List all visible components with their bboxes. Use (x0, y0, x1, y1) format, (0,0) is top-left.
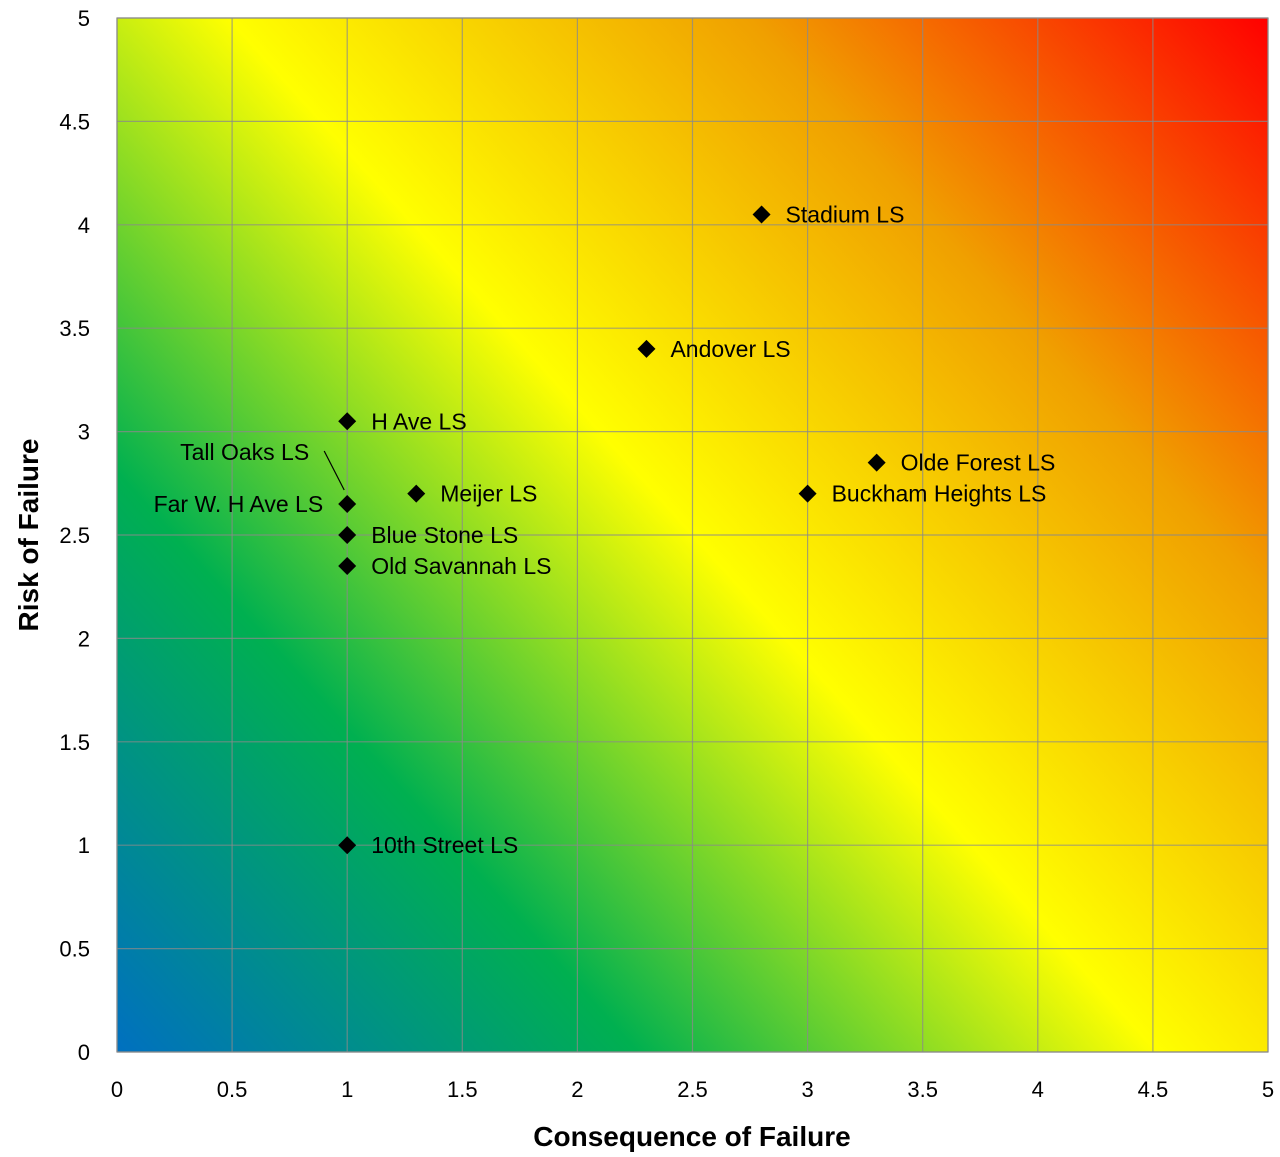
point-label-buckham-heights-ls: Buckham Heights LS (832, 481, 1047, 507)
leader-line-tall-oaks-ls (323, 450, 345, 491)
data-point-stadium-ls (752, 205, 771, 224)
point-label-stadium-ls: Stadium LS (786, 201, 905, 227)
point-label-old-savannah-ls: Old Savannah LS (371, 553, 551, 579)
x-tick-label: 4 (1032, 1077, 1044, 1102)
y-tick-label: 2.5 (59, 523, 90, 548)
x-tick-label: 2.5 (677, 1077, 708, 1102)
data-points (338, 205, 886, 855)
data-point-10th-street-ls (338, 836, 357, 855)
y-tick-label: 3.5 (59, 316, 90, 341)
y-tick-label: 0.5 (59, 937, 90, 962)
data-point-andover-ls (637, 339, 656, 358)
data-point-meijer-ls (407, 484, 426, 503)
x-tick-label: 3.5 (907, 1077, 938, 1102)
point-label-olde-forest-ls: Olde Forest LS (901, 450, 1056, 476)
tick-labels: 0 0.5 1 1.5 2 2.5 3 3.5 4 4.5 5 0 0.5 1 1.5 2 2.5 3 3.5 4 4.… (59, 6, 1274, 1102)
y-tick-label: 1 (78, 833, 90, 858)
data-point-h-ave-ls (338, 412, 357, 431)
gridlines (116, 17, 1269, 1053)
x-tick-label: 4.5 (1138, 1077, 1169, 1102)
point-label-blue-stone-ls: Blue Stone LS (371, 522, 518, 548)
plot-area-border (116, 17, 1269, 1053)
data-point-buckham-heights-ls (798, 484, 817, 503)
y-tick-label: 2 (78, 626, 90, 651)
point-label-h-ave-ls: H Ave LS (371, 408, 466, 434)
y-tick-label: 0 (78, 1040, 90, 1065)
y-tick-label: 3 (78, 420, 90, 445)
x-tick-label: 1 (341, 1077, 353, 1102)
y-tick-label: 4.5 (59, 109, 90, 134)
data-point-far-w-h-ave-ls (338, 494, 357, 513)
data-point-olde-forest-ls (867, 453, 886, 472)
point-label-far-w-h-ave-ls: Far W. H Ave LS (154, 491, 324, 517)
x-tick-label: 0 (111, 1077, 123, 1102)
x-tick-label: 1.5 (447, 1077, 478, 1102)
x-tick-label: 3 (801, 1077, 813, 1102)
point-label-andover-ls: Andover LS (670, 336, 790, 362)
x-tick-label: 2 (571, 1077, 583, 1102)
data-point-old-savannah-ls (338, 557, 357, 576)
data-point-blue-stone-ls (338, 526, 357, 544)
y-tick-label: 1.5 (59, 730, 90, 755)
point-label-meijer-ls: Meijer LS (440, 481, 537, 507)
x-axis-title: Consequence of Failure (533, 1121, 850, 1152)
y-tick-label: 5 (78, 6, 90, 31)
y-axis-title: Risk of Failure (13, 439, 44, 632)
point-label-tall-oaks-ls: Tall Oaks LS (180, 439, 309, 465)
y-tick-label: 4 (78, 213, 90, 238)
point-labels: Stadium LS Andover LS H Ave LS Olde Forest … (154, 201, 1056, 858)
x-tick-label: 0.5 (217, 1077, 248, 1102)
point-label-10th-street-ls: 10th Street LS (371, 832, 518, 858)
x-tick-label: 5 (1262, 1077, 1274, 1102)
